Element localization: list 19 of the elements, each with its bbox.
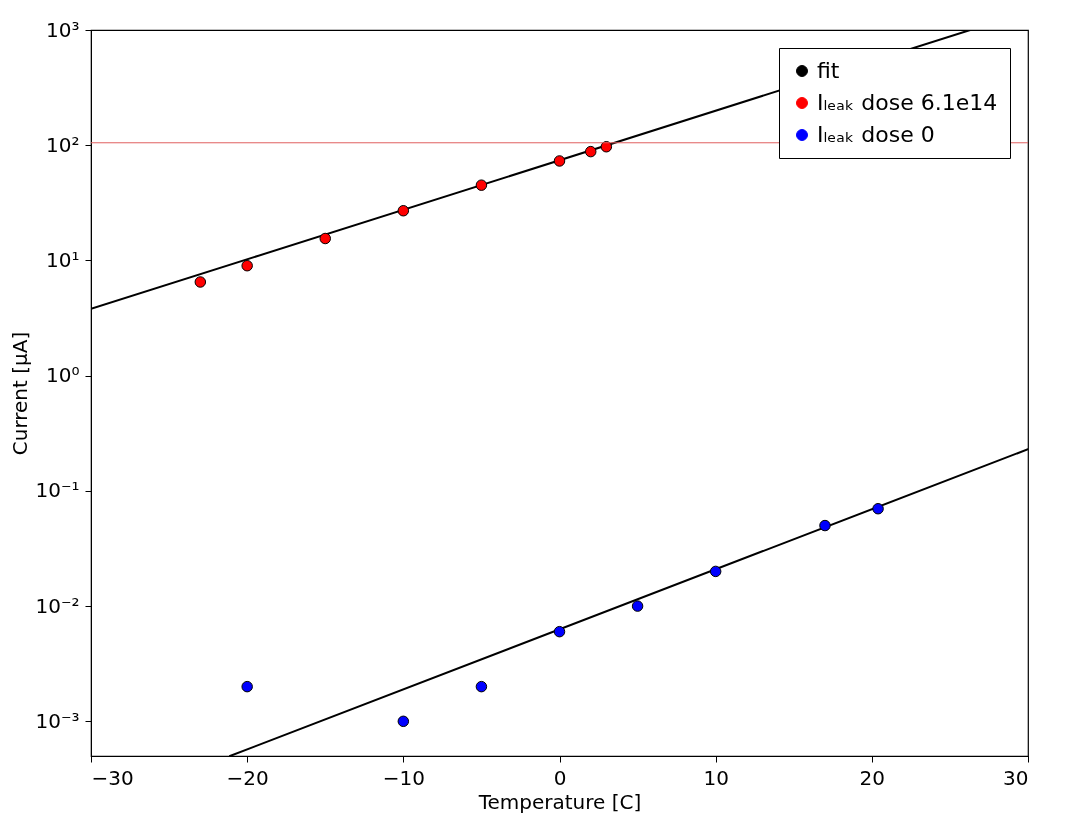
y-tick-label: 10¹ [46,247,80,272]
x-tick-label: −30 [91,765,134,790]
y-tick-label: 10³ [46,17,80,42]
x-tick-label: 20 [859,765,886,790]
y-tick-label: 10⁻³ [35,708,80,733]
x-tick-label: −20 [226,765,269,790]
y-tick-label: 10⁰ [46,363,80,388]
legend-label: Iₗₑₐₖ dose 0 [817,122,935,147]
x-tick-label: 0 [553,765,567,790]
x-tick-label: 30 [1003,765,1029,790]
y-tick-label: 10⁻¹ [35,478,80,503]
x-axis-title: Temperature [C] [477,789,642,814]
legend-label: Iₗₑₐₖ dose 6.1e14 [817,90,998,115]
legend-label: fit [817,58,840,83]
x-tick-label: −10 [382,765,425,790]
x-tick-label: 10 [703,765,729,790]
y-axis-title: Current [μA] [8,331,33,456]
y-tick-label: 10⁻² [35,593,80,618]
y-tick-label: 10² [46,132,80,157]
